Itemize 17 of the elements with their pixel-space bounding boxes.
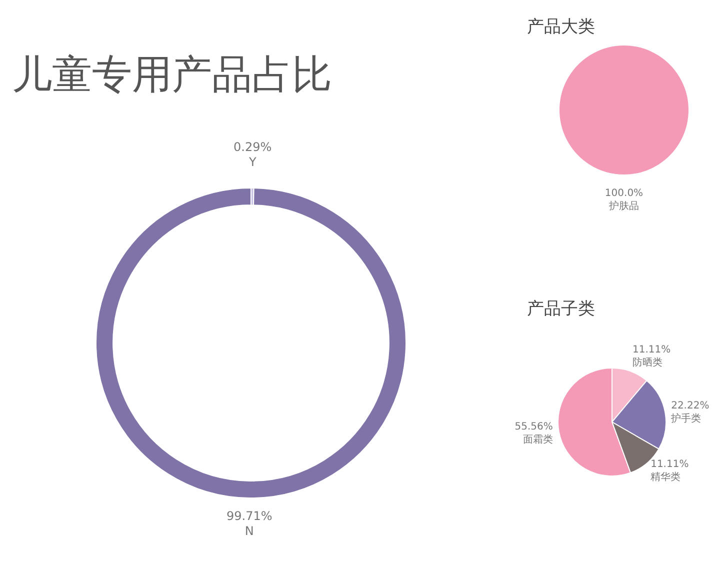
chart-title: 儿童专用产品占比 [12, 52, 332, 98]
data-label: 55.56% [514, 421, 553, 432]
data-label: 22.22% [671, 400, 710, 412]
data-label: 11.11% [632, 344, 671, 356]
slice-label: 防晒类 [632, 356, 663, 369]
data-label: 0.29% [234, 140, 272, 154]
data-label: 11.11% [650, 458, 689, 470]
slice-label: 护肤品 [608, 200, 639, 212]
slice-label: N [244, 524, 254, 538]
slice-label: 护手类 [670, 412, 702, 425]
chart-title: 产品子类 [527, 299, 595, 319]
slice-label: Y [248, 155, 257, 170]
data-label: 99.71% [226, 508, 272, 523]
chart-title: 产品大类 [527, 17, 595, 37]
slice-label: 面霜类 [522, 433, 553, 446]
slice-label: 精华类 [650, 470, 681, 483]
data-label: 100.0% [604, 188, 644, 199]
